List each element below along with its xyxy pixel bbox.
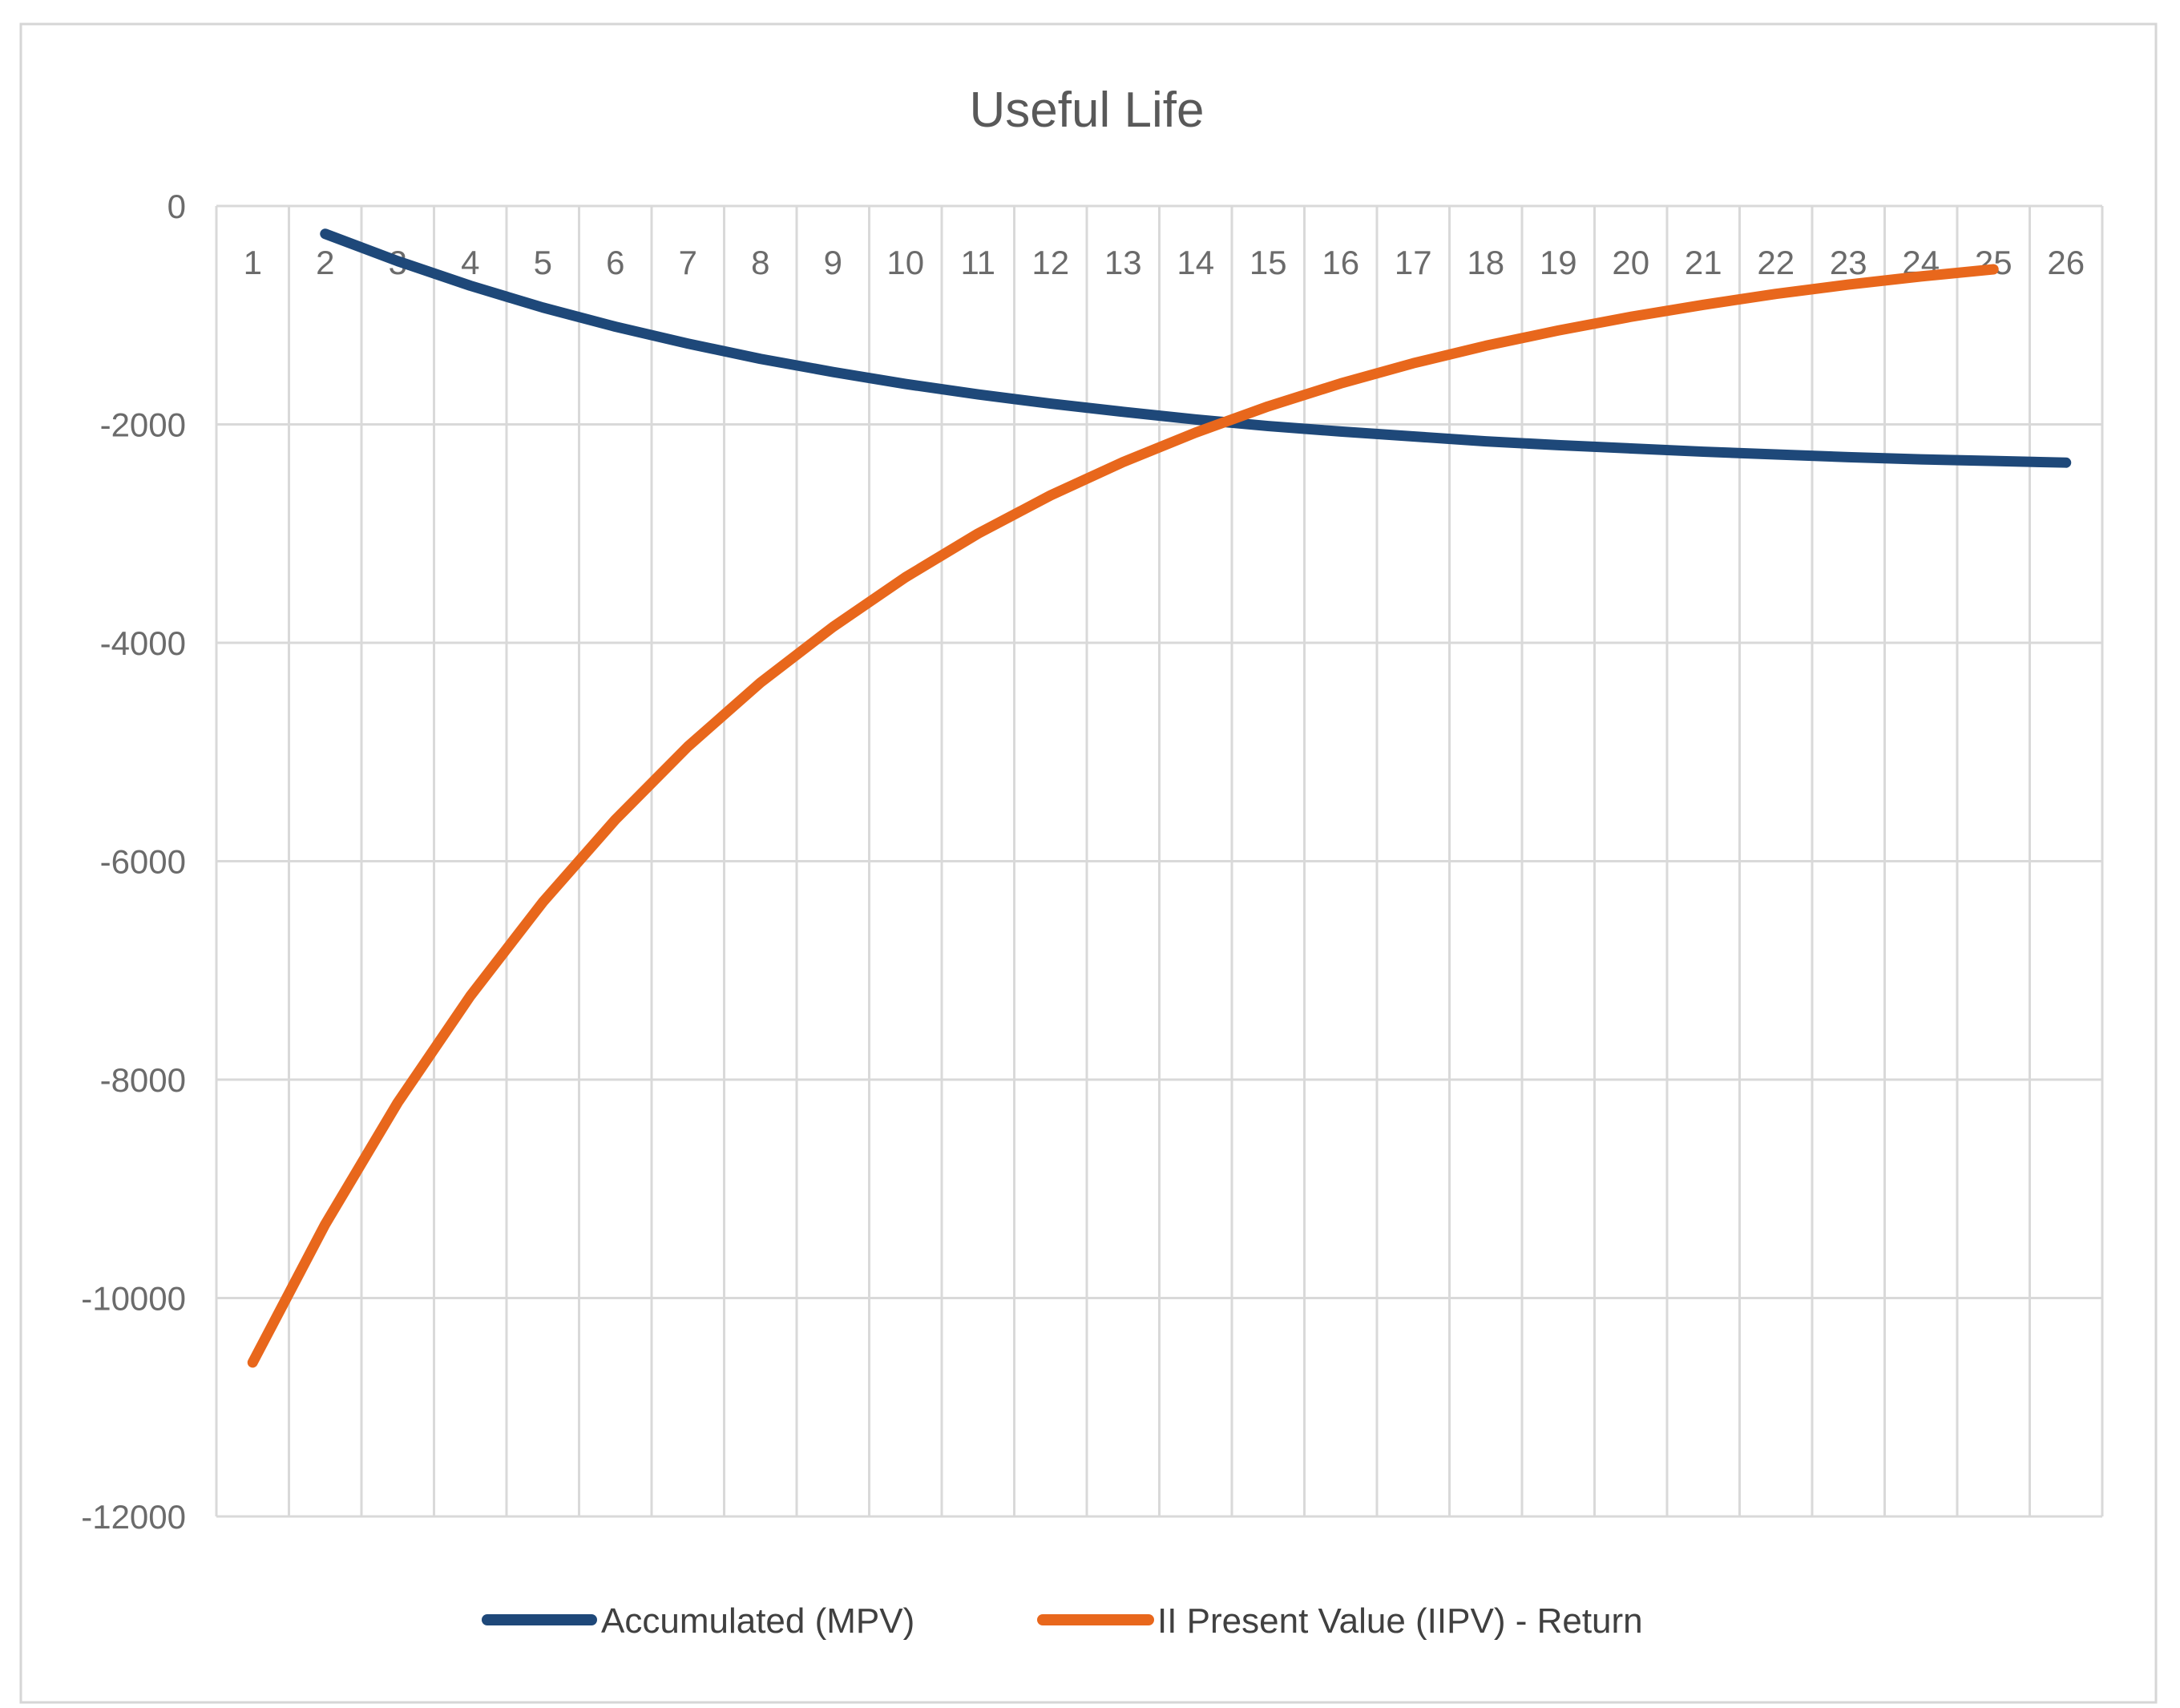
x-tick-label: 13: [1104, 244, 1142, 281]
gridlines: [215, 204, 2104, 1518]
x-tick-label: 4: [461, 244, 479, 281]
y-tick-label: -6000: [100, 843, 186, 881]
x-tick-label: 22: [1757, 244, 1794, 281]
x-tick-label: 19: [1540, 244, 1577, 281]
x-tick-label: 9: [824, 244, 842, 281]
series-accumulated-mpv-line[interactable]: [320, 228, 2072, 468]
x-tick-label: 7: [679, 244, 697, 281]
y-tick-label: 0: [168, 188, 186, 225]
x-tick-label: 14: [1177, 244, 1214, 281]
y-tick-label: -2000: [100, 406, 186, 444]
x-tick-label: 18: [1467, 244, 1504, 281]
x-tick-label: 17: [1395, 244, 1432, 281]
x-tick-label: 23: [1830, 244, 1867, 281]
y-tick-label: -12000: [81, 1498, 186, 1536]
legend-label-iipv: II Present Value (IIPV) - Return: [1157, 1601, 1643, 1641]
x-tick-label: 20: [1612, 244, 1649, 281]
x-tick-label: 16: [1322, 244, 1359, 281]
x-axis-tick-labels: 1 2 3 4 5 6 7 8 9 10 11 12 13 14 15 16 17 18 19 20 21 22 23 24 2…: [244, 244, 2085, 281]
y-tick-label: -10000: [81, 1280, 186, 1318]
y-axis-tick-labels: 0 -2000 -4000 -6000 -8000 -10000 -12000: [81, 188, 186, 1536]
chart-border: [19, 22, 2158, 1704]
y-tick-label: -4000: [100, 624, 186, 662]
x-tick-label: 26: [2047, 244, 2085, 281]
series-iipv-return-line[interactable]: [247, 264, 1999, 1368]
y-tick-label: -8000: [100, 1061, 186, 1099]
x-tick-label: 12: [1031, 244, 1069, 281]
x-tick-label: 21: [1685, 244, 1722, 281]
x-tick-label: 11: [960, 244, 995, 281]
x-tick-label: 15: [1249, 244, 1287, 281]
legend-item-iipv[interactable]: II Present Value (IIPV) - Return: [1037, 1601, 1643, 1641]
x-tick-label: 1: [244, 244, 262, 281]
x-tick-label: 6: [606, 244, 624, 281]
chart-title: Useful Life: [970, 83, 1205, 138]
x-tick-label: 5: [534, 244, 552, 281]
legend: Accumulated (MPV) II Present Value (IIPV…: [482, 1601, 1643, 1641]
legend-item-accumulated[interactable]: Accumulated (MPV): [482, 1601, 914, 1641]
x-tick-label: 8: [751, 244, 769, 281]
x-tick-label: 10: [886, 244, 924, 281]
x-tick-label: 2: [316, 244, 334, 281]
legend-label-accumulated: Accumulated (MPV): [601, 1601, 914, 1641]
